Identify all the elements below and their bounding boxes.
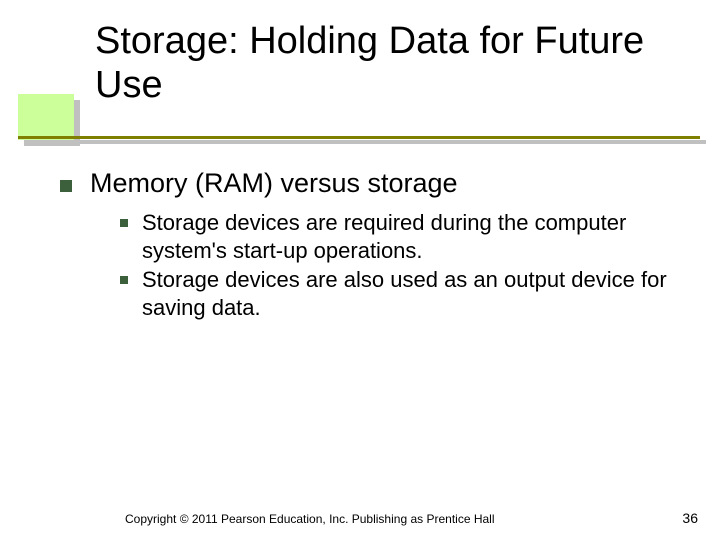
level2-text: Storage devices are required during the … [142,209,680,264]
accent-box [18,94,74,140]
level1-text: Memory (RAM) versus storage [90,168,458,199]
slide-title: Storage: Holding Data for Future Use [0,20,720,107]
page-number: 36 [682,510,698,526]
square-bullet-icon [120,276,128,284]
square-bullet-icon [120,219,128,227]
title-block: Storage: Holding Data for Future Use [0,20,720,107]
copyright-footer: Copyright © 2011 Pearson Education, Inc.… [125,512,495,526]
level2-text: Storage devices are also used as an outp… [142,266,680,321]
body-content: Memory (RAM) versus storage Storage devi… [60,168,680,323]
bullet-level2: Storage devices are required during the … [120,209,680,264]
bullet-level2: Storage devices are also used as an outp… [120,266,680,321]
square-bullet-icon [60,180,72,192]
title-underline [18,136,700,139]
underline-shadow [24,140,706,144]
bullet-level1: Memory (RAM) versus storage [60,168,680,199]
level2-list: Storage devices are required during the … [120,209,680,321]
